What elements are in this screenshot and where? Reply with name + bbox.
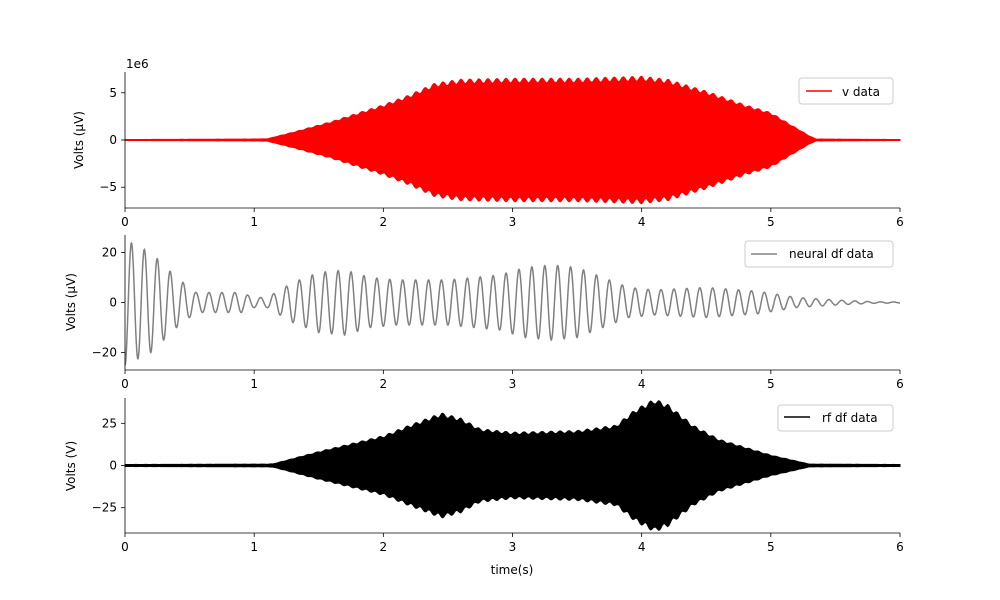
x-tick-label: 1	[250, 377, 258, 391]
y-ticks: −20 0 20	[92, 246, 125, 360]
y-tick-label: 0	[109, 133, 117, 147]
x-tick-label: 2	[380, 540, 388, 554]
x-tick-label: 0	[121, 540, 129, 554]
legend-label-rf-df-data: rf df data	[822, 411, 878, 425]
x-tick-label: 2	[380, 377, 388, 391]
y-tick-label: −20	[92, 346, 117, 360]
y-tick-label: 20	[102, 246, 117, 260]
x-tick-label: 6	[896, 540, 904, 554]
x-tick-label: 4	[638, 215, 646, 229]
y-axis-label: Volts (V)	[64, 441, 78, 491]
x-tick-label: 5	[767, 215, 775, 229]
y-tick-label: −5	[99, 180, 117, 194]
y-ticks: −5 0 5	[99, 86, 125, 194]
x-tick-label: 3	[509, 377, 517, 391]
plot-area	[124, 75, 901, 205]
x-tick-label: 3	[509, 215, 517, 229]
y-tick-label: 5	[109, 86, 117, 100]
panel-neural-df-data: 0 1 2 3 4 5 6 −20 0 20 Volts (μV) neural df data	[64, 235, 904, 391]
y-tick-label: 0	[109, 459, 117, 473]
x-ticks: 0 1 2 3 4 5 6	[121, 370, 904, 391]
y-offset-text: 1e6	[126, 57, 149, 71]
y-tick-label: −25	[92, 501, 117, 515]
x-tick-label: 5	[767, 377, 775, 391]
panel-v-data: 0 1 2 3 4 5 6 −5 0 5 1e6 Volts (μV) v data	[72, 57, 904, 229]
legend-label-v-data: v data	[842, 85, 880, 99]
x-tick-label: 4	[638, 540, 646, 554]
legend-box	[744, 240, 894, 268]
legend: v data	[798, 77, 894, 105]
x-tick-label: 1	[250, 215, 258, 229]
legend: neural df data	[744, 240, 894, 268]
x-tick-label: 0	[121, 215, 129, 229]
panel-rf-df-data: 0 1 2 3 4 5 6 −25 0 25 Volts (V) time(s) rf df d…	[64, 398, 904, 577]
y-axis-label: Volts (μV)	[64, 273, 78, 331]
x-tick-label: 0	[121, 377, 129, 391]
y-ticks: −25 0 25	[92, 416, 125, 515]
y-tick-label: 25	[102, 416, 117, 430]
x-ticks: 0 1 2 3 4 5 6	[121, 208, 904, 229]
legend-box	[798, 77, 894, 105]
x-tick-label: 6	[896, 215, 904, 229]
x-tick-label: 1	[250, 540, 258, 554]
legend-box	[777, 404, 894, 432]
series-neural-df-data	[124, 241, 900, 366]
x-tick-label: 3	[509, 540, 517, 554]
x-tick-label: 2	[380, 215, 388, 229]
plot-area	[124, 241, 900, 366]
legend-label-neural-df-data: neural df data	[789, 247, 874, 261]
y-tick-label: 0	[109, 296, 117, 310]
x-tick-label: 5	[767, 540, 775, 554]
y-axis-label: Volts (μV)	[72, 111, 86, 169]
x-tick-label: 6	[896, 377, 904, 391]
legend: rf df data	[777, 404, 894, 432]
x-axis-label: time(s)	[491, 563, 534, 577]
x-tick-label: 4	[638, 377, 646, 391]
plot-area	[124, 400, 901, 531]
x-ticks: 0 1 2 3 4 5 6	[121, 533, 904, 554]
